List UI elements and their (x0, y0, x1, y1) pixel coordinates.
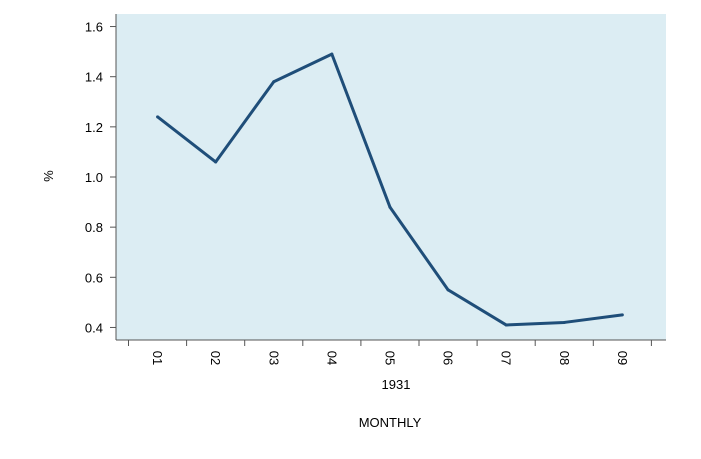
y-tick-label: 0.8 (85, 220, 103, 235)
data-point (504, 323, 508, 327)
x-tick-label: 09 (615, 351, 630, 365)
series-group (156, 52, 624, 327)
x-tick-label: 07 (499, 351, 514, 365)
data-point (620, 313, 624, 317)
data-point (272, 80, 276, 84)
x-tick-label: 05 (382, 351, 397, 365)
y-axis-label: % (41, 170, 56, 182)
x-tick-label: 08 (557, 351, 572, 365)
data-point (562, 320, 566, 324)
y-ticks: 0.4 0.6 0.8 1.0 1.2 1.4 1.6 (85, 20, 116, 335)
x-tick-label: 01 (150, 351, 165, 365)
data-point (446, 288, 450, 292)
x-tick-label: 06 (441, 351, 456, 365)
x-tick-label: 02 (208, 351, 223, 365)
x-tick-label: 03 (266, 351, 281, 365)
y-tick-label: 1.2 (85, 120, 103, 135)
y-tick-label: 0.4 (85, 320, 103, 335)
y-tick-label: 0.6 (85, 270, 103, 285)
x-tick-label: 04 (324, 351, 339, 365)
y-tick-label: 1.4 (85, 70, 103, 85)
x-axis-label: MONTHLY (359, 415, 422, 430)
data-point (330, 52, 334, 56)
data-point (388, 205, 392, 209)
plot-background (116, 14, 666, 340)
y-tick-label: 1.0 (85, 170, 103, 185)
y-tick-label: 1.6 (85, 20, 103, 35)
data-point (214, 160, 218, 164)
x-ticks: 01 02 03 04 05 06 07 08 09 (128, 340, 652, 365)
x-year-label: 1931 (382, 377, 411, 392)
data-point (156, 115, 160, 119)
